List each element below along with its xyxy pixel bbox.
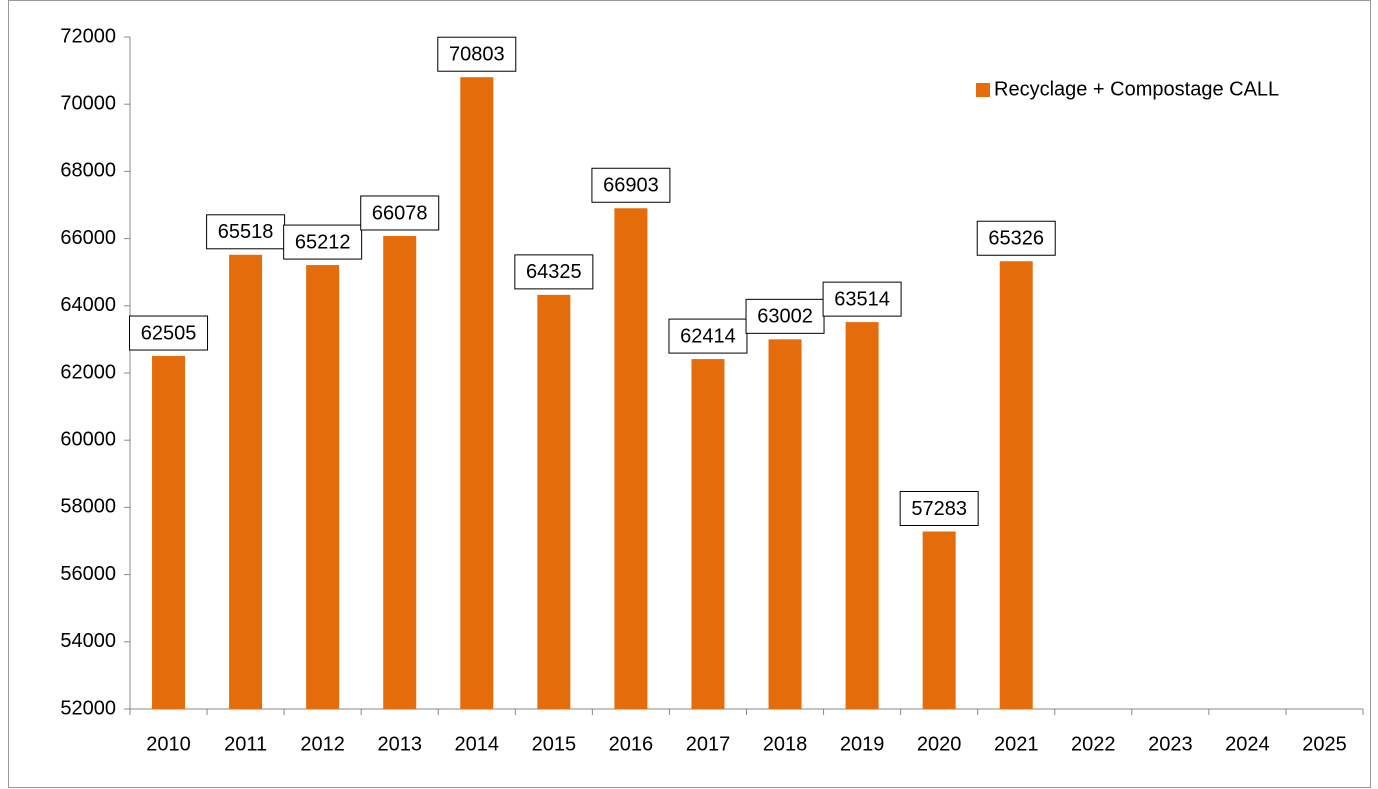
data-label: 57283 [911,498,967,520]
data-label: 65518 [218,221,274,243]
data-label: 70803 [449,44,505,66]
x-tick-label: 2013 [377,733,422,755]
legend-label: Recyclage + Compostage CALL [994,78,1279,100]
y-tick-label: 72000 [60,25,116,47]
x-tick-label: 2012 [300,733,345,755]
y-tick-label: 68000 [60,160,116,182]
bar [306,265,340,709]
x-tick-label: 2017 [686,733,731,755]
y-tick-label: 62000 [60,361,116,383]
data-label: 64325 [526,261,582,283]
bar [768,339,802,709]
x-tick-label: 2014 [455,733,500,755]
data-label-box [976,220,1056,256]
bar [614,208,648,709]
x-tick-label: 2011 [224,733,267,755]
data-label-box [514,254,594,290]
y-tick-label: 58000 [60,496,116,518]
chart-border [8,0,1371,788]
x-tick-label: 2023 [1148,733,1193,755]
bar [229,254,263,709]
x-tick-label: 2020 [917,733,962,755]
bar [152,356,186,709]
x-tick-label: 2016 [609,733,654,755]
data-label-box [437,36,517,72]
bar [999,261,1033,709]
data-label: 63002 [757,306,813,328]
data-label-box [283,224,363,260]
legend-swatch [976,83,990,97]
data-label: 65326 [988,228,1044,250]
x-tick-label: 2019 [840,733,885,755]
bar [845,322,879,709]
x-tick-label: 2025 [1302,733,1347,755]
x-tick-label: 2010 [146,733,191,755]
x-tick-label: 2018 [763,733,808,755]
x-tick-label: 2024 [1225,733,1270,755]
y-tick-label: 70000 [60,92,116,114]
bar [537,294,571,709]
x-tick-label: 2022 [1071,733,1116,755]
data-label: 66903 [603,175,659,197]
x-tick-label: 2015 [532,733,577,755]
y-tick-label: 52000 [60,697,116,719]
y-tick-label: 64000 [60,294,116,316]
bar [460,77,494,710]
data-label: 66078 [372,202,428,224]
data-label: 63514 [834,288,890,310]
data-label-box [822,281,902,317]
y-tick-label: 56000 [60,563,116,585]
data-label: 62414 [680,325,736,347]
bar [922,531,956,709]
data-label-box [360,195,440,231]
bar [383,235,417,710]
data-label-box [668,318,748,354]
y-tick-label: 66000 [60,227,116,249]
data-label-box [591,167,671,203]
data-label: 62505 [141,322,197,344]
bar [691,359,725,709]
data-label-box [129,315,209,351]
y-tick-label: 60000 [60,428,116,450]
x-tick-label: 2021 [994,733,1039,755]
data-label: 65212 [295,231,351,253]
y-tick-label: 54000 [60,630,116,652]
data-label-box [899,490,979,526]
